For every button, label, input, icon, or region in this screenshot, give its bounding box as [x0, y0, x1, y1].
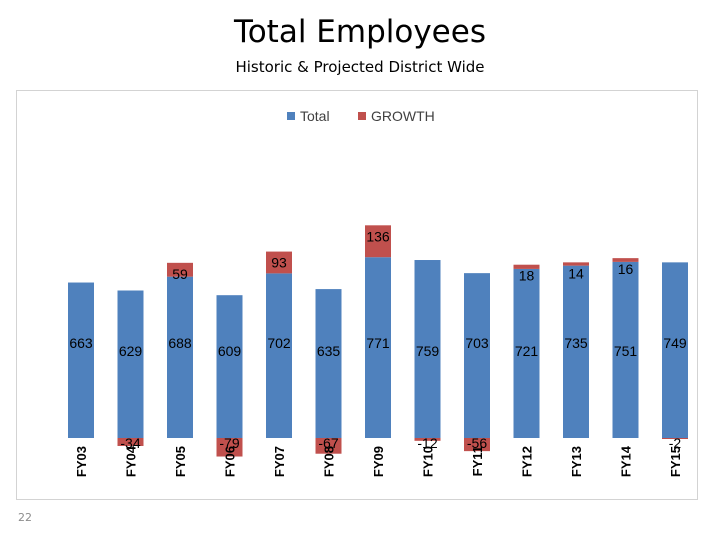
x-tick-label-FY04: FY04 [124, 445, 139, 477]
x-tick-label-FY15: FY15 [668, 446, 683, 477]
bar-total-FY10 [414, 260, 441, 438]
data-label-total-FY15: 749 [663, 335, 687, 351]
bar-growth-FY08 [315, 438, 342, 454]
data-label-total-FY09: 771 [366, 335, 390, 351]
chart-legend: Total GROWTH [287, 108, 435, 124]
bar-growth-FY04 [117, 438, 144, 446]
x-tick-label-FY11: FY11 [470, 446, 485, 476]
page-title: Total Employees [234, 14, 486, 50]
data-label-growth-FY09: 136 [366, 228, 390, 244]
bar-growth-FY07 [266, 251, 292, 274]
page-number: 22 [18, 511, 32, 524]
bar-group [68, 225, 688, 457]
data-label-total-FY13: 735 [564, 335, 588, 351]
x-tick-label-FY10: FY10 [421, 446, 436, 477]
data-label-growth-FY07: 93 [271, 255, 287, 271]
data-label-total-FY03: 663 [69, 335, 93, 351]
bar-total-FY07 [266, 273, 292, 438]
legend-label-1: GROWTH [371, 108, 435, 124]
bar-growth-FY14 [612, 258, 639, 262]
data-label-growth-FY14: 16 [618, 261, 634, 277]
bar-total-FY05 [167, 276, 193, 438]
bar-growth-FY13 [563, 262, 589, 266]
data-label-group: 663 -34 629 59 688 -79 609 93 702 -67 635 136 771 -12… [69, 228, 687, 451]
x-tick-label-FY13: FY13 [569, 446, 584, 477]
x-tick-label-FY03: FY03 [74, 446, 89, 477]
legend-swatch-0 [287, 112, 295, 120]
x-tick-label-FY06: FY06 [223, 446, 238, 477]
data-label-total-FY14: 751 [614, 343, 638, 359]
x-tick-label-FY09: FY09 [371, 446, 386, 477]
bar-total-FY11 [464, 273, 490, 438]
x-tick-label-FY12: FY12 [520, 446, 535, 477]
chart-area: Total GROWTH 663 -34 629 59 688 -79 609 93 702 -67… [16, 90, 698, 500]
bar-growth-FY10 [414, 438, 441, 441]
data-label-growth-FY15: -2 [669, 435, 682, 451]
data-label-total-FY11: 703 [465, 335, 489, 351]
bar-total-FY06 [216, 295, 243, 438]
data-label-growth-FY13: 14 [568, 265, 584, 281]
data-label-growth-FY11: -56 [467, 435, 487, 451]
data-label-growth-FY08: -67 [318, 435, 338, 451]
data-label-growth-FY12: 18 [519, 268, 535, 284]
bar-growth-FY09 [365, 225, 391, 258]
bar-total-FY08 [315, 289, 342, 438]
bar-total-FY12 [513, 268, 540, 438]
data-label-total-FY12: 721 [515, 343, 539, 359]
data-label-growth-FY05: 59 [172, 266, 188, 282]
bar-growth-FY05 [167, 262, 193, 277]
page-subtitle: Historic & Projected District Wide [235, 58, 485, 76]
data-label-total-FY08: 635 [317, 343, 341, 359]
legend-swatch-1 [358, 112, 366, 120]
x-tick-label-group: FY03 FY04 FY05 FY06 FY07 FY08 FY09 FY10 FY11 FY12… [74, 445, 683, 477]
bar-growth-FY15 [662, 438, 688, 439]
data-label-total-FY04: 629 [119, 343, 143, 359]
bar-growth-FY06 [216, 438, 243, 457]
data-label-total-FY10: 759 [416, 343, 440, 359]
data-label-total-FY06: 609 [218, 343, 242, 359]
x-tick-label-FY08: FY08 [322, 446, 337, 477]
data-label-total-FY05: 688 [168, 335, 192, 351]
bar-total-FY09 [365, 257, 391, 438]
bar-total-FY03 [68, 282, 94, 438]
x-tick-label-FY05: FY05 [173, 446, 188, 477]
data-label-growth-FY06: -79 [219, 435, 239, 451]
data-label-total-FY07: 702 [267, 335, 291, 351]
bar-total-FY14 [612, 261, 639, 438]
data-label-growth-FY04: -34 [120, 435, 140, 451]
legend-label-0: Total [300, 108, 330, 124]
bar-total-FY13 [563, 265, 589, 438]
data-label-growth-FY10: -12 [417, 435, 437, 451]
bar-total-FY15 [662, 262, 688, 438]
x-tick-label-FY14: FY14 [619, 445, 634, 477]
bar-total-FY04 [117, 290, 144, 438]
stacked-bar-chart: Total GROWTH 663 -34 629 59 688 -79 609 93 702 -67… [68, 108, 688, 477]
bar-growth-FY12 [513, 264, 540, 269]
x-tick-label-FY07: FY07 [272, 446, 287, 477]
bar-growth-FY11 [464, 438, 490, 452]
